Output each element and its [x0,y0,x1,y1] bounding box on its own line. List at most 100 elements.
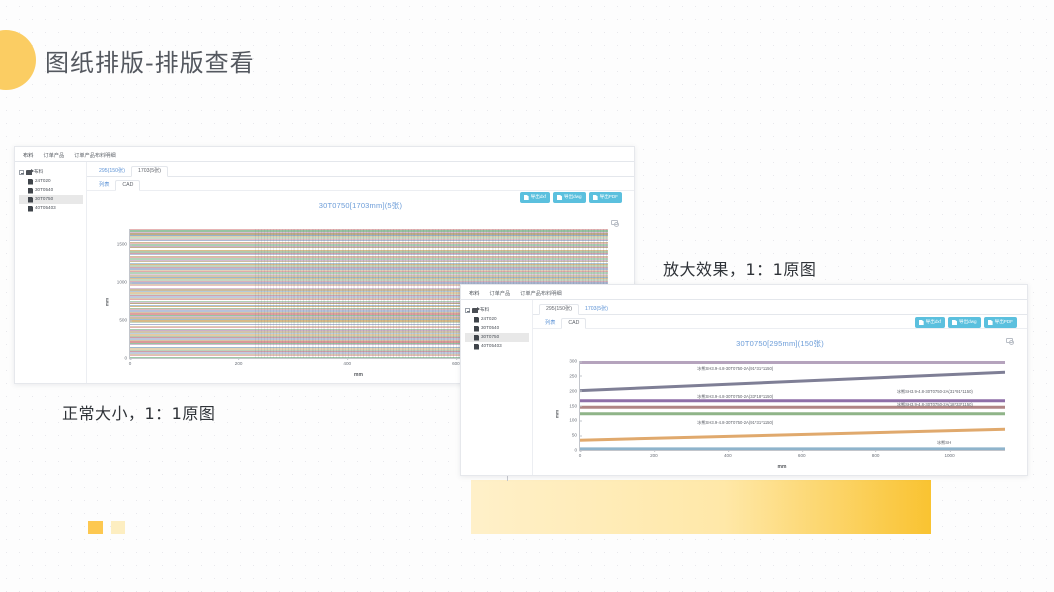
cut-strip [130,261,608,263]
decorative-square-light [111,521,125,534]
y-axis-label-a: mm [104,297,110,307]
view-tab-strip-b: 列表 CAD [533,315,1027,329]
export-pdf-button-b[interactable]: 导出PDF [983,317,1017,328]
export-file-icon [556,195,562,200]
cut-strip [130,254,608,256]
export-dwg-button-a[interactable]: 导出dwg [552,192,586,203]
tab-fabric-b[interactable]: 布料 [469,290,480,297]
cut-strip [130,307,608,309]
sheet-tab-295-a[interactable]: 295(150张) [99,167,125,174]
cut-strip [130,230,608,232]
sheet-tab-1703-b[interactable]: 1703(5张) [584,305,609,312]
page-title: 图纸排版-排版查看 [45,49,255,77]
cut-strip [130,289,608,291]
folder-icon [472,307,480,313]
view-tab-list-b[interactable]: 列表 [545,319,556,326]
view-tab-cad-a[interactable]: CAD [115,179,141,191]
cut-strip [130,276,608,278]
y-axis-tick: 250 [569,373,582,378]
tree-item-24t020-b[interactable]: 24T020 [465,315,529,324]
export-dxf-button-a[interactable]: 导出dxf [519,192,550,203]
export-button-bar-a: 导出dxf 导出dwg 导出PDF [519,192,622,203]
x-axis-tick: 200 [235,358,242,366]
tab-fabric-a[interactable]: 布料 [23,152,34,159]
tree-item-30t0750-b[interactable]: 30T0750 [465,333,529,342]
file-icon [28,205,33,212]
export-dwg-button-b[interactable]: 导出dwg [947,317,981,328]
view-tab-cad-b[interactable]: CAD [561,317,587,329]
nesting-line [580,372,1005,390]
tab-order-product-b[interactable]: 订单产品 [489,290,511,297]
y-axis-tick: 200 [569,388,582,393]
file-icon [474,343,479,350]
cut-strip [130,299,608,301]
cut-strip [130,317,608,319]
y-axis-tick: 1000 [117,280,133,285]
tab-order-detail-b[interactable]: 订单产品布料明细 [520,290,562,297]
cut-strip [130,306,608,308]
tree-root-b[interactable]: 布料 [465,306,529,315]
tree-item-40t05403-b[interactable]: 40T05403 [465,342,529,351]
x-axis-label-a: mm [354,372,363,378]
cut-strip [130,335,608,337]
camera-icon[interactable] [611,220,619,227]
nesting-lines-b [580,361,1005,450]
camera-icon[interactable] [1006,338,1014,345]
cut-strip [130,255,608,257]
y-axis-tick: 300 [569,359,582,364]
export-file-icon [918,320,924,325]
strip-gap [130,248,608,251]
cut-strip [130,268,608,270]
cut-strip [130,321,608,323]
view-tab-list-a[interactable]: 列表 [99,181,110,188]
fabric-tree-b: 布料 24T020 30T0540 30T0750 40T05403 [461,300,533,475]
x-axis-tick: 200 [650,450,658,458]
cut-strip [130,258,608,260]
export-dxf-button-b[interactable]: 导出dxf [914,317,945,328]
cut-strip [130,343,608,346]
cut-strip [130,245,608,247]
export-pdf-label: 导出PDF [599,194,618,200]
strip-gap [130,286,608,288]
tree-root-label: 布料 [480,307,490,313]
export-dwg-label: 导出dwg [563,194,582,200]
line-annotation-label: 冰熊SH3.9-4.8-30T0750-2A(91*31*1150) [697,366,774,372]
export-file-icon [592,195,598,200]
file-icon [474,334,479,341]
sheet-tab-295-b[interactable]: 295(150张) [539,303,579,315]
nesting-line [580,429,1005,440]
export-pdf-label: 导出PDF [994,319,1013,325]
cut-strip [130,280,608,283]
x-axis-label-b: mm [777,464,787,470]
cut-strip [130,292,608,294]
strip-gap [130,345,608,347]
tree-item-label: 24T020 [35,178,51,184]
tab-order-detail-a[interactable]: 订单产品布料明细 [74,152,116,159]
export-pdf-button-a[interactable]: 导出PDF [588,192,622,203]
tree-root-a[interactable]: 布料 [19,168,83,177]
tree-item-label: 24T020 [481,316,497,322]
sheet-tab-1703-a[interactable]: 1703(5张) [130,165,169,177]
tree-item-24t020-a[interactable]: 24T020 [19,177,83,186]
tree-item-label: 30T0750 [481,334,500,340]
tree-item-30t0540-b[interactable]: 30T0540 [465,324,529,333]
cut-strip [130,334,608,336]
tree-item-30t0540-a[interactable]: 30T0540 [19,186,83,195]
tree-item-30t0750-a[interactable]: 30T0750 [19,195,83,204]
cut-strip [130,285,608,287]
cut-strip [130,273,608,276]
x-axis-tick: 600 [798,450,806,458]
cut-strip [130,324,608,326]
tree-item-label: 40T05403 [35,205,56,211]
y-axis-tick: 50 [572,433,583,438]
tab-order-product-a[interactable]: 订单产品 [43,152,65,159]
cut-strip [130,240,608,242]
cut-strip [130,264,608,266]
cut-strip [130,318,608,320]
tree-collapse-icon[interactable] [465,308,470,313]
tree-item-40t05403-a[interactable]: 40T05403 [19,204,83,213]
y-axis-tick: 500 [119,318,132,323]
cut-strip [130,251,608,253]
tree-collapse-icon[interactable] [19,170,24,175]
cut-strip [130,234,608,236]
